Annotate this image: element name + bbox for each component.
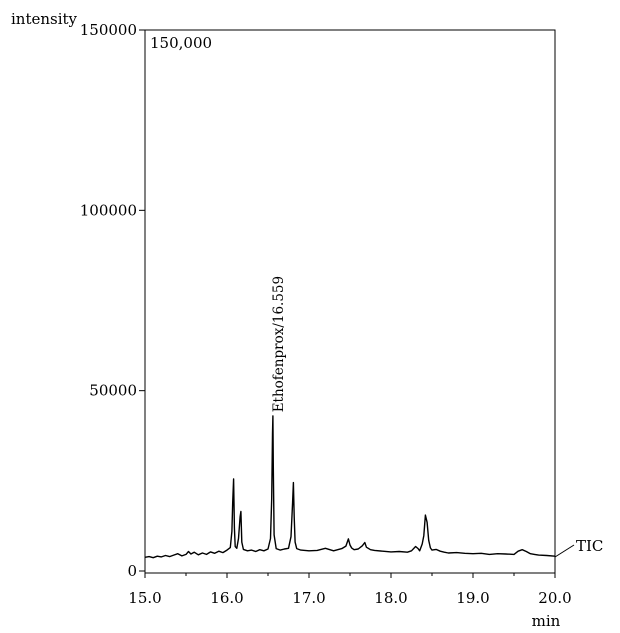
x-tick-label: 19.0 [456, 589, 489, 607]
x-tick-label: 18.0 [374, 589, 407, 607]
series-label-leader [554, 544, 575, 558]
x-tick-label: 15.0 [128, 589, 161, 607]
x-tick-label: 20.0 [538, 589, 571, 607]
scale-label: 150,000 [150, 34, 212, 52]
plot-frame [144, 29, 556, 574]
x-tick-label: 17.0 [292, 589, 325, 607]
y-tick-label: 0 [127, 562, 137, 580]
x-axis-title: min [532, 612, 561, 630]
tic-series-line [144, 415, 556, 559]
x-tick-label: 16.0 [210, 589, 243, 607]
series-label: TIC [576, 537, 603, 555]
y-tick-label: 150000 [80, 21, 137, 39]
y-tick-label: 100000 [80, 201, 137, 219]
peak-annotation: Ethofenprox/16.559 [271, 276, 287, 412]
y-axis-title: intensity [11, 10, 78, 28]
y-tick-label: 50000 [89, 382, 137, 400]
